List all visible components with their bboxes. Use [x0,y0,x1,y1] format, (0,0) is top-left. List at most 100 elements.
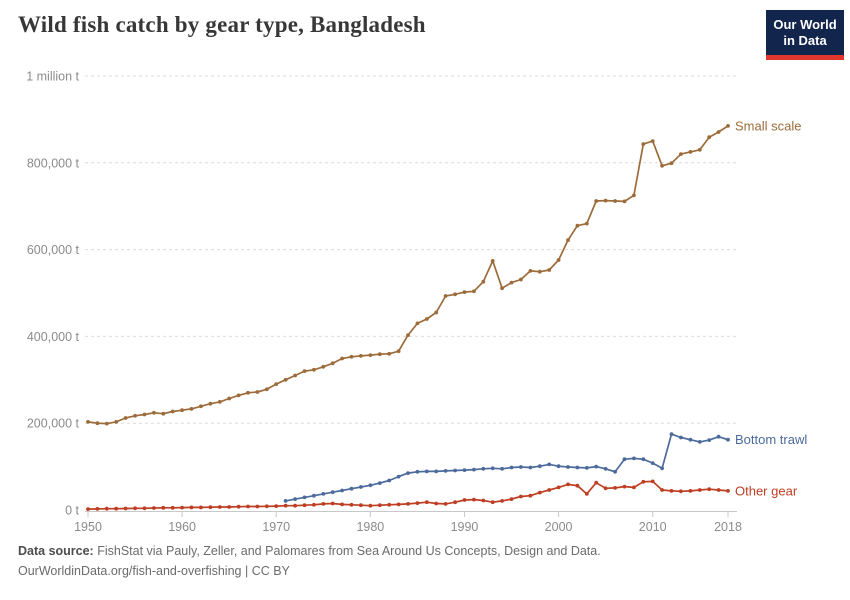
series-point-small-scale [180,408,185,413]
series-label-bottom-trawl[interactable]: Bottom trawl [735,432,807,447]
series-point-other-gear [697,488,702,492]
series-point-small-scale [641,142,646,147]
series-point-other-gear [528,493,533,498]
series-point-other-gear [453,500,457,505]
footer-source-line: Data source: FishStat via Pauly, Zeller,… [18,541,601,561]
series-point-small-scale [453,292,457,297]
series-point-other-gear [133,506,138,511]
series-point-other-gear [641,479,646,484]
series-point-small-scale [227,396,232,401]
footer-source-text: FishStat via Pauly, Zeller, and Palomare… [93,544,601,558]
footer-license-line: OurWorldinData.org/fish-and-overfishing … [18,561,601,581]
series-point-bottom-trawl [537,464,542,469]
series-point-other-gear [434,501,439,506]
series-point-other-gear [217,505,222,509]
series-point-other-gear [537,490,542,495]
series-point-other-gear [368,503,373,508]
series-point-small-scale [246,390,250,395]
x-axis-tick-label: 2000 [545,520,573,534]
series-point-other-gear [104,506,109,511]
series-point-other-gear [142,506,147,511]
series-point-small-scale [330,361,335,366]
series-point-small-scale [387,351,392,356]
series-point-small-scale [302,369,307,373]
series-point-bottom-trawl [716,434,721,439]
series-point-other-gear [547,488,552,492]
series-point-small-scale [500,286,504,291]
series-point-small-scale [603,198,608,203]
series-point-other-gear [669,489,674,493]
series-point-other-gear [415,501,420,505]
y-axis-tick-label: 1 million t [26,70,79,84]
series-point-small-scale [161,411,166,416]
series-point-bottom-trawl [556,464,561,469]
series-point-bottom-trawl [359,485,363,489]
series-point-bottom-trawl [660,466,664,471]
y-axis-tick-label: 600,000 t [27,243,80,257]
series-point-small-scale [396,349,401,354]
series-point-other-gear [566,482,570,487]
series-point-bottom-trawl [650,461,655,465]
footer-source-label: Data source: [18,544,94,558]
series-point-other-gear [443,502,448,506]
series-line-small-scale[interactable] [87,125,729,425]
series-point-small-scale [443,294,448,298]
series-label-small-scale[interactable]: Small scale [735,118,801,133]
series-point-bottom-trawl [406,471,410,475]
series-point-other-gear [302,503,307,508]
series-point-bottom-trawl [490,466,495,471]
x-axis-tick-label: 1960 [168,520,196,534]
series-point-small-scale [123,416,128,420]
series-point-bottom-trawl [462,468,467,472]
series-point-small-scale [528,269,533,273]
series-point-bottom-trawl [453,468,457,473]
series-point-other-gear [726,489,730,493]
series-point-small-scale [208,401,213,406]
series-point-bottom-trawl [340,488,344,493]
series-point-other-gear [340,502,344,507]
series-point-bottom-trawl [528,465,533,470]
series-point-small-scale [114,420,119,424]
series-point-bottom-trawl [679,435,683,440]
series-point-bottom-trawl [613,469,617,474]
series-point-small-scale [152,410,156,415]
series-point-bottom-trawl [443,469,448,473]
series-point-bottom-trawl [594,464,599,469]
series-point-other-gear [500,499,504,503]
series-point-small-scale [142,412,147,417]
series-point-bottom-trawl [641,457,646,462]
y-axis-tick-label: 800,000 t [27,156,80,170]
series-point-bottom-trawl [377,481,382,485]
series-point-small-scale [255,390,260,394]
x-axis-tick-label: 1970 [262,520,290,534]
series-point-bottom-trawl [434,469,439,474]
series-point-small-scale [133,413,138,418]
series-point-small-scale [217,400,222,404]
series-point-other-gear [161,505,166,510]
series-point-bottom-trawl [472,467,476,472]
series-point-small-scale [660,163,664,168]
series-point-small-scale [613,199,617,203]
series-point-other-gear [396,502,401,507]
footer-link[interactable]: OurWorldinData.org/fish-and-overfishing [18,564,242,578]
series-point-small-scale [509,280,514,285]
series-point-small-scale [594,199,599,203]
series-label-other-gear[interactable]: Other gear [735,483,798,498]
series-point-other-gear [406,502,410,506]
owid-logo[interactable]: Our World in Data [766,10,844,60]
series-point-small-scale [349,354,354,359]
series-point-other-gear [312,502,316,507]
series-point-small-scale [481,279,486,284]
series-point-bottom-trawl [500,466,504,471]
series-point-other-gear [716,488,721,492]
series-point-other-gear [330,501,335,506]
series-point-other-gear [650,479,655,484]
series-point-bottom-trawl [584,466,589,470]
series-point-other-gear [123,506,128,511]
series-point-other-gear [377,503,382,508]
series-point-small-scale [632,193,636,198]
series-point-bottom-trawl [481,466,486,471]
series-point-other-gear [584,492,589,496]
series-point-other-gear [189,505,194,510]
